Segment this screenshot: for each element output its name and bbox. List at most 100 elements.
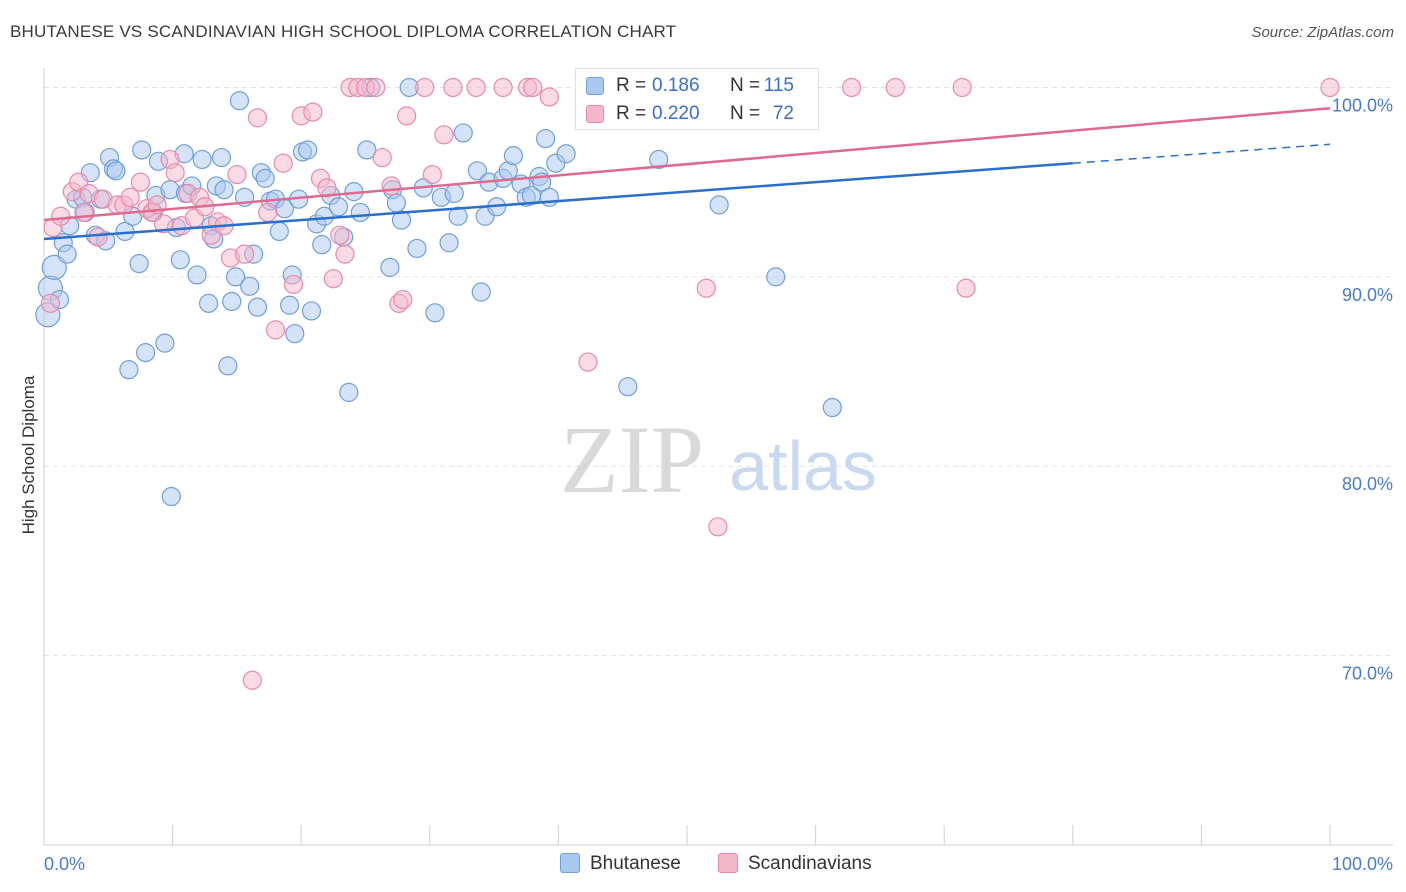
scandinavian-point: [247, 108, 268, 128]
bhutanese-point: [285, 324, 305, 344]
bhutanese-point: [222, 291, 242, 312]
legend-item-bhutanese[interactable]: Bhutanese: [560, 852, 681, 876]
bhutanese-point: [301, 301, 322, 321]
scandinavian-point: [165, 163, 185, 183]
series-scandinavians: [40, 77, 1340, 690]
bhutanese-point: [119, 360, 139, 380]
bhutanese-point: [214, 180, 234, 200]
bhutanese-point: [218, 356, 238, 376]
bhutanese-point: [467, 161, 487, 181]
bhutanese-point: [328, 197, 349, 217]
bhutanese-point: [386, 193, 406, 213]
bhutanese-point: [57, 244, 77, 264]
bhutanese-point: [339, 382, 359, 402]
bhutanese-point: [350, 202, 370, 223]
scandinavian-point: [317, 178, 337, 198]
bhutanese-point: [822, 397, 842, 418]
scandinavian-point: [842, 77, 862, 98]
y-tick-label: 80.0%: [1342, 474, 1393, 494]
scandinavian-point: [885, 77, 905, 98]
bhutanese-point: [170, 250, 190, 270]
scandinavian-point: [434, 125, 454, 145]
bhutanese-point: [380, 257, 400, 277]
bhutanese-point: [229, 91, 250, 111]
scandinavian-point: [303, 102, 323, 122]
y-axis-title: High School Diploma: [19, 375, 38, 534]
bhutanese-point: [298, 140, 318, 160]
scandinavian-point: [130, 172, 151, 192]
bhutanese-point: [503, 146, 523, 166]
bhutanese-point: [129, 253, 149, 274]
scandinavian-point: [1320, 77, 1340, 98]
scandinavian-point: [74, 202, 94, 223]
bhutanese-point: [247, 297, 268, 317]
scandinavian-point: [372, 147, 392, 168]
bhutanese-point: [106, 161, 126, 181]
bhutanese-point: [161, 486, 181, 507]
chart-title: BHUTANESE VS SCANDINAVIAN HIGH SCHOOL DI…: [10, 22, 677, 41]
bhutanese-point: [539, 187, 559, 207]
watermark: ZIP atlas: [560, 406, 877, 513]
scandinavians-legend-swatch: [718, 853, 738, 873]
grid-lines: [44, 86, 1393, 657]
n-value: 72: [772, 103, 794, 124]
scandinavian-point: [415, 77, 435, 98]
stats-row-bhutanese: R = 0.186 N = 115: [576, 72, 820, 100]
bhutanese-point: [255, 168, 275, 188]
axes: [43, 68, 1393, 846]
scandinavian-point: [539, 87, 559, 107]
bhutanese-point: [199, 293, 219, 313]
scandinavian-trend-line: [43, 107, 1331, 222]
bhutanese-point: [649, 149, 669, 170]
bhutanese-point: [312, 235, 332, 255]
bhutanese-point: [766, 267, 786, 287]
n-label: N =: [730, 75, 761, 96]
scandinavian-point: [708, 517, 728, 537]
bhutanese-point: [135, 343, 156, 363]
scandinavian-point: [696, 278, 716, 298]
scandinavian-point: [493, 77, 513, 98]
bhutanese-point: [280, 295, 300, 315]
scandinavian-point: [283, 274, 304, 295]
y-tick-label: 100.0%: [1332, 95, 1393, 115]
r-label: R =: [616, 103, 647, 124]
bhutanese-point: [211, 147, 232, 168]
bhutanese-point: [709, 195, 729, 215]
scandinavian-point: [393, 289, 413, 310]
legend-label-bhutanese: Bhutanese: [590, 853, 681, 874]
bhutanese-point: [314, 206, 334, 226]
scandinavian-point: [242, 670, 262, 690]
bhutanese-swatch: [586, 77, 604, 95]
n-value: 115: [763, 75, 794, 96]
scandinavian-point: [381, 176, 401, 196]
scandinavian-point: [330, 225, 350, 245]
watermark-atlas: atlas: [729, 427, 877, 505]
r-value: 0.186: [652, 75, 700, 96]
n-label: N =: [730, 103, 761, 124]
bhutanese-point: [391, 210, 412, 230]
bhutanese-point: [240, 276, 260, 296]
scandinavian-point: [323, 269, 343, 289]
bhutanese-point: [192, 149, 212, 170]
scandinavians-swatch: [586, 105, 604, 123]
bhutanese-point: [269, 221, 289, 241]
bhutanese-point: [444, 183, 464, 204]
bhutanese-point: [453, 123, 473, 143]
scandinavian-point: [265, 320, 286, 340]
bhutanese-point: [425, 303, 445, 323]
trend-lines: [43, 107, 1331, 241]
scandinavian-point: [466, 77, 486, 98]
legend-label-scandinavians: Scandinavians: [748, 853, 872, 874]
bhutanese-point: [41, 254, 67, 280]
y-tick-label: 90.0%: [1342, 285, 1393, 305]
bhutanese-point: [439, 233, 459, 253]
scandinavian-point: [952, 77, 972, 98]
x-tick-label: 100.0%: [1332, 854, 1393, 874]
legend-item-scandinavians[interactable]: Scandinavians: [718, 852, 872, 876]
bhutanese-point: [155, 333, 175, 353]
y-tick-label: 70.0%: [1342, 664, 1393, 684]
scandinavian-point: [523, 77, 543, 98]
scandinavian-point: [120, 187, 140, 207]
bhutanese-point: [357, 140, 377, 160]
